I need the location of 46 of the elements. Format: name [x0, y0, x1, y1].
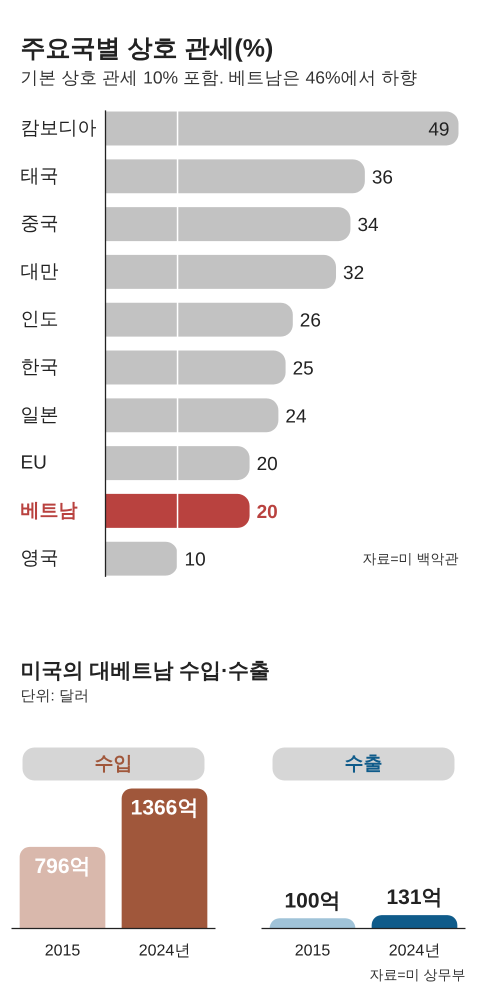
- bar: [106, 494, 250, 528]
- bar: [106, 446, 250, 480]
- y-tick-label: 일본: [20, 404, 58, 426]
- y-tick-label: 중국: [20, 214, 58, 235]
- x-tick-label: 2015: [294, 942, 330, 960]
- y-tick-label: 영국: [20, 548, 58, 570]
- data-label: 796억: [34, 854, 91, 878]
- y-tick-label: 태국: [20, 166, 58, 187]
- y-tick-label: 베트남: [20, 500, 78, 522]
- y-tick-label: 캄보디아: [20, 118, 96, 139]
- data-label: 24: [285, 406, 307, 428]
- data-label: 26: [300, 310, 321, 332]
- y-tick-label: 한국: [20, 357, 58, 378]
- data-label: 1366억: [130, 796, 198, 820]
- x-tick-label: 2015: [44, 942, 80, 960]
- bar: [106, 159, 365, 194]
- bar: [106, 350, 286, 384]
- chart-subtitle: 기본 상호 관세 10% 포함. 베트남은 46%에서 하향: [20, 68, 418, 88]
- y-tick-label: 대만: [20, 261, 58, 282]
- bar: [106, 302, 293, 337]
- chart-title: 수출: [344, 754, 382, 774]
- data-label: 25: [292, 358, 314, 380]
- bar: [106, 542, 178, 576]
- text: 미국의 대베트남 수입·수출: [20, 660, 270, 682]
- data-label: 100억: [284, 889, 341, 912]
- data-label: 49: [428, 120, 450, 140]
- data-label: 36: [372, 167, 393, 188]
- data-label: 20: [256, 502, 278, 523]
- data-label: 32: [343, 262, 364, 284]
- annotation: 자료=미 백악관: [362, 550, 459, 567]
- bar: [106, 207, 350, 242]
- bar: [106, 254, 336, 289]
- bar: [106, 112, 458, 146]
- chart-title: 주요국별 상호 관세(%): [20, 34, 274, 62]
- data-label: 131억: [386, 886, 443, 910]
- data-label: 20: [256, 454, 278, 476]
- text: 단위: 달러: [20, 688, 89, 704]
- y-tick-label: EU: [20, 452, 47, 474]
- y-tick-label: 인도: [20, 309, 58, 330]
- chart-title: 수입: [94, 754, 132, 774]
- x-tick-label: 2024년: [138, 942, 190, 960]
- data-label: 10: [184, 550, 206, 571]
- bar: [106, 398, 278, 432]
- x-tick-label: 2024년: [388, 942, 440, 960]
- text: 자료=미 상무부: [369, 966, 466, 982]
- data-label: 34: [357, 215, 380, 236]
